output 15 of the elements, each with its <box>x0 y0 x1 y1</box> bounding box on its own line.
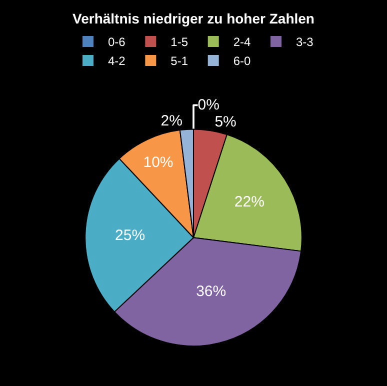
chart-title: Verhältnis niedriger zu hoher Zahlen <box>72 10 314 26</box>
text: 0% <box>198 96 220 114</box>
legend-label: 0-6 <box>108 35 126 50</box>
data-label: 10% <box>143 154 174 172</box>
legend-label: 4-2 <box>108 54 126 68</box>
data-label: 25% <box>115 227 146 244</box>
legend-label: 3-3 <box>296 35 314 50</box>
legend-label: 1-5 <box>170 35 188 50</box>
legend-label: 2-4 <box>233 35 252 50</box>
data-label: 2% <box>160 112 182 130</box>
data-label: 22% <box>234 194 264 211</box>
data-label: 36% <box>196 283 226 300</box>
legend-label: 6-0 <box>233 54 252 68</box>
data-label: 5% <box>214 114 236 131</box>
legend-label: 5-1 <box>170 54 188 68</box>
